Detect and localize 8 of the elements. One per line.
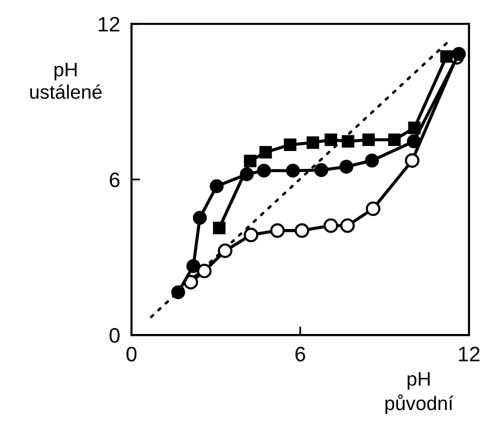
y-tick-label: 12 — [98, 16, 120, 32]
y-axis-title: pH ustálené — [30, 62, 102, 99]
y-tick-label: 6 — [110, 172, 120, 188]
x-axis-title: pH původní — [385, 372, 454, 414]
x-tick-label: 6 — [296, 346, 306, 362]
y-tick-label: 0 — [110, 328, 120, 343]
x-tick-label: 0 — [126, 346, 136, 362]
x-tick-label: 12 — [458, 346, 480, 362]
